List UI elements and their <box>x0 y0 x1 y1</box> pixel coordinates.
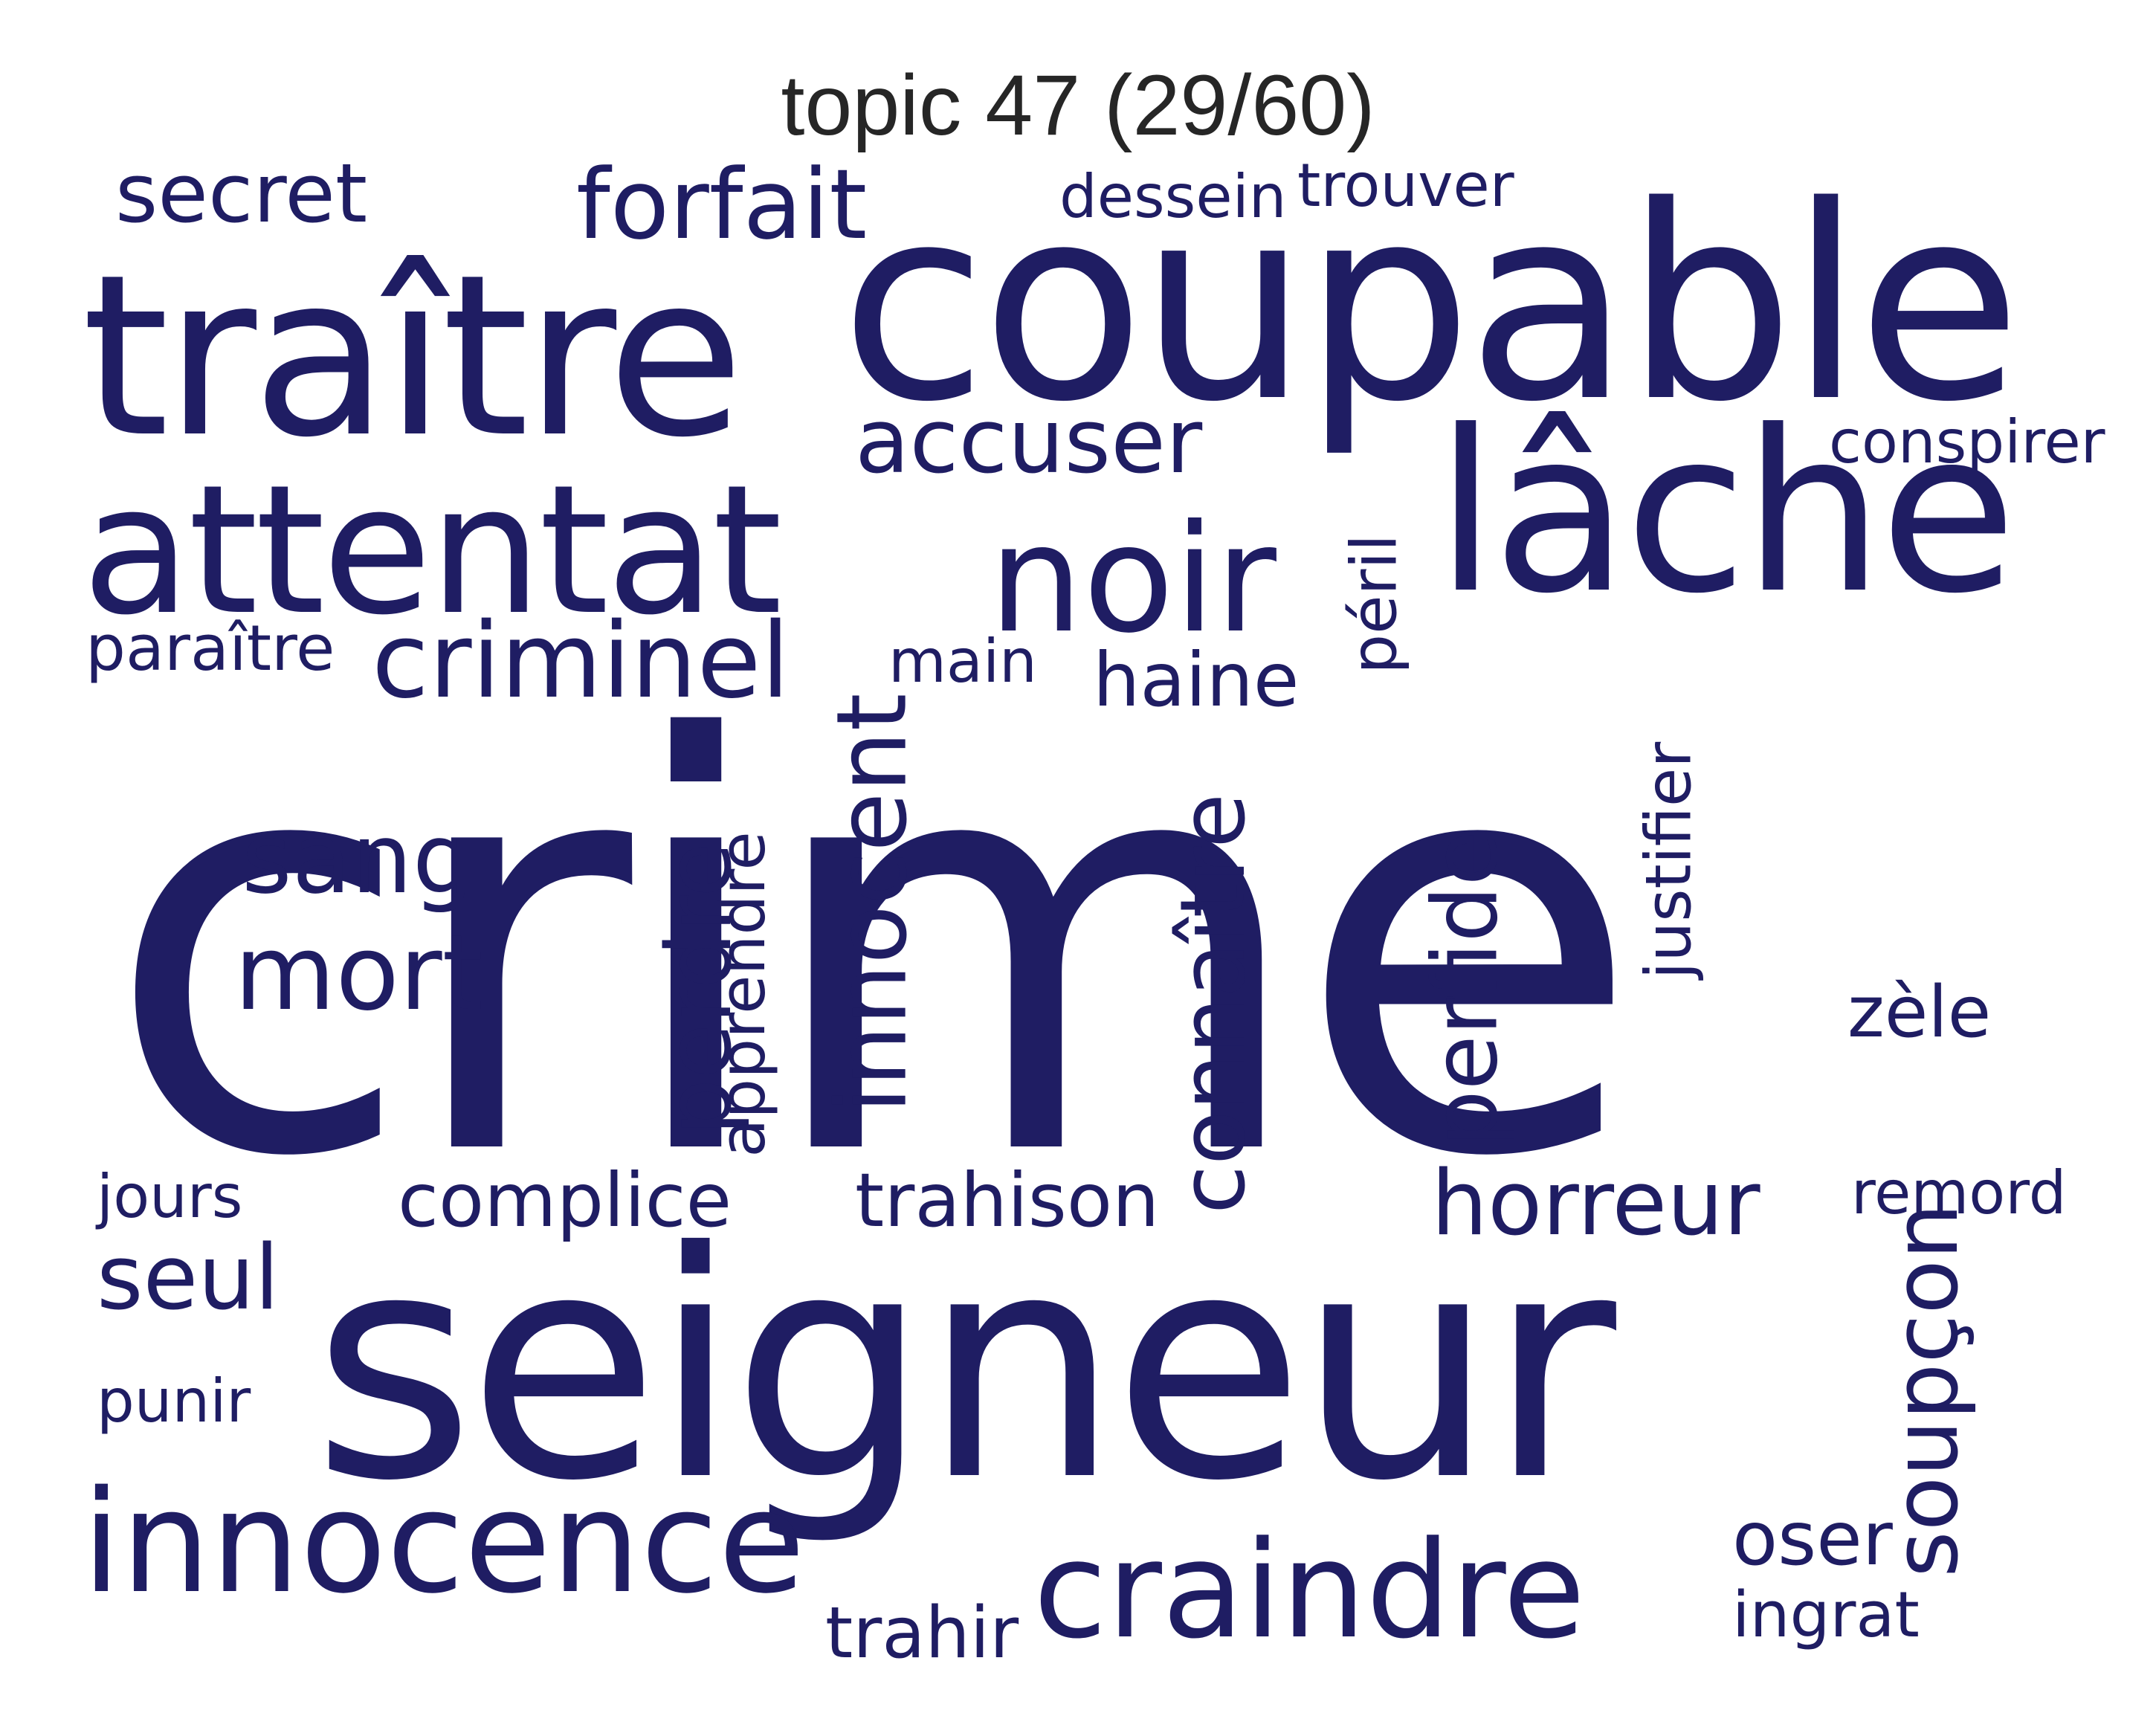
word-coupable: coupable <box>840 149 2021 460</box>
word-seigneur: seigneur <box>312 1186 1616 1549</box>
word-dessein: dessein <box>1059 162 1287 231</box>
word-sang: sang <box>242 802 474 915</box>
word-seul: seul <box>97 1227 280 1330</box>
word-paraitre: paraître <box>85 612 335 685</box>
word-peril: péril <box>1337 534 1412 674</box>
word-craindre: craindre <box>1033 1513 1586 1668</box>
word-traitre: traître <box>82 227 744 486</box>
word-haine: haine <box>1093 636 1300 723</box>
word-oser: oser <box>1732 1495 1893 1582</box>
word-complice: complice <box>398 1157 732 1244</box>
word-trahir: trahir <box>825 1593 1019 1674</box>
word-accuser: accuser <box>855 390 1203 494</box>
word-horreur: horreur <box>1431 1152 1760 1256</box>
page-title: topic 47 (29/60) <box>781 58 1375 153</box>
word-criminel: criminel <box>372 601 790 722</box>
word-secret: secret <box>115 146 368 241</box>
word-forfait: forfait <box>576 148 868 261</box>
word-jours: jours <box>97 1162 243 1231</box>
word-main: main <box>888 627 1037 696</box>
word-innocent: innocent <box>815 693 929 1114</box>
word-lache: lâche <box>1435 383 2017 642</box>
word-trahison: trahison <box>855 1157 1160 1244</box>
word-justifier: justifier <box>1632 741 1706 980</box>
word-soupcon: soupçon <box>1874 1203 1978 1578</box>
word-connaitre: connaître <box>1161 793 1265 1214</box>
word-crime: crime <box>104 623 1642 1280</box>
word-remord: remord <box>1851 1158 2067 1227</box>
word-apprendre: apprendre <box>706 831 780 1158</box>
word-mort: mort <box>234 913 483 1034</box>
word-punir: punir <box>97 1367 251 1436</box>
word-trouver: trouver <box>1297 151 1514 220</box>
word-noir: noir <box>989 493 1277 666</box>
word-attentat: attentat <box>82 446 782 654</box>
word-innocence: innocence <box>82 1460 806 1624</box>
word-perfide: perfide <box>1414 830 1518 1147</box>
word-zele: zèle <box>1847 972 1992 1054</box>
word-conspirer: conspirer <box>1829 407 2105 477</box>
word-ingrat: ingrat <box>1732 1578 1920 1652</box>
